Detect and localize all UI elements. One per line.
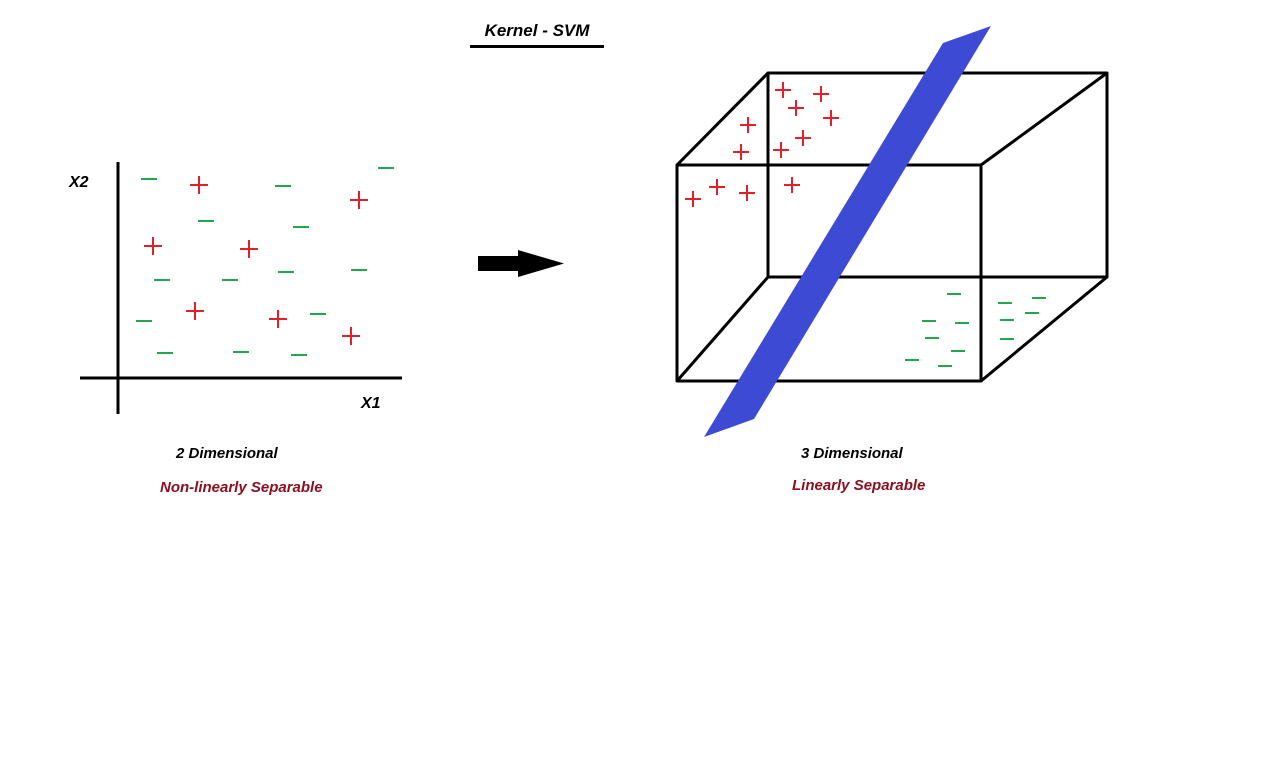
plus-mark xyxy=(240,240,258,258)
plus-mark xyxy=(190,176,208,194)
y-axis-label: X2 xyxy=(69,174,89,191)
separating-hyperplane xyxy=(704,26,991,437)
subcaption-2d: Non-linearly Separable xyxy=(160,479,323,496)
plus-mark xyxy=(795,130,811,146)
caption-2d: 2 Dimensional xyxy=(176,445,278,462)
plus-mark xyxy=(788,100,804,116)
plus-mark xyxy=(773,142,789,158)
plus-mark xyxy=(342,327,360,345)
plus-mark xyxy=(740,117,756,133)
caption-3d: 3 Dimensional xyxy=(801,445,903,462)
plus-mark xyxy=(144,237,162,255)
plus-mark xyxy=(775,82,791,98)
right-arrow-icon xyxy=(478,250,564,277)
title-underline xyxy=(470,45,604,48)
diagram-title: Kernel - SVM xyxy=(484,21,590,40)
marks-2d xyxy=(136,167,394,356)
plus-mark xyxy=(823,110,839,126)
subcaption-3d: Linearly Separable xyxy=(792,477,926,494)
plus-mark xyxy=(739,185,755,201)
plus-mark xyxy=(709,179,725,195)
marks-3d xyxy=(685,82,1046,367)
plus-mark xyxy=(813,86,829,102)
plus-mark xyxy=(350,191,368,209)
cube-outline xyxy=(675,71,1109,383)
x-axis-label: X1 xyxy=(361,395,381,412)
plus-mark xyxy=(784,177,800,193)
plus-mark xyxy=(685,191,701,207)
plus-mark xyxy=(733,144,749,160)
plus-mark xyxy=(186,302,204,320)
plus-mark xyxy=(269,310,287,328)
